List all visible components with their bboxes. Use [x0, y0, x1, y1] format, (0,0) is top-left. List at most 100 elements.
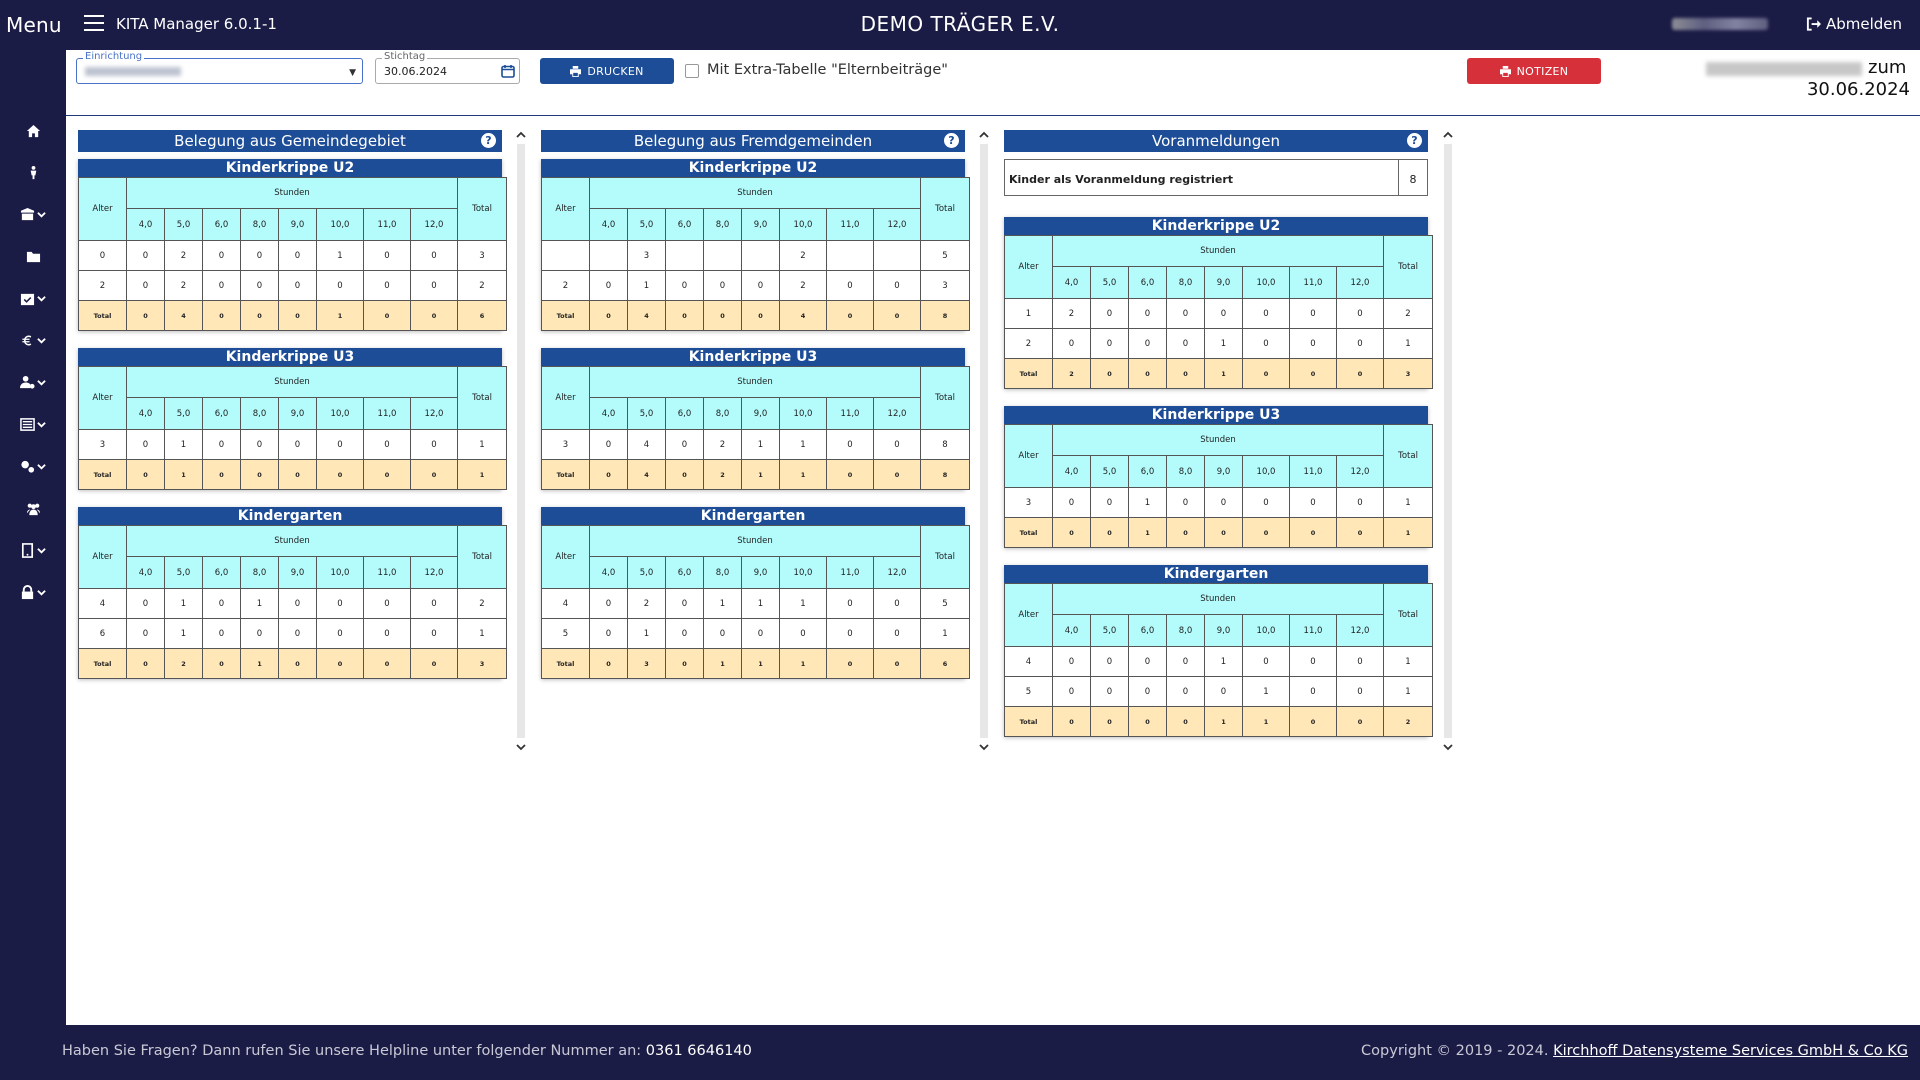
- value-cell: 0: [703, 270, 742, 301]
- column-scrollbar[interactable]: [1442, 130, 1454, 752]
- statistics-table: Alter Stunden Total 4,0 5,0 6,0 8,0 9,0 10,0 11,0…: [78, 177, 508, 331]
- sidebar-item-child[interactable]: [0, 157, 66, 187]
- total-value-cell: 0: [278, 648, 317, 679]
- group-section: Kindergarten Alter Stunden Total 4,0 5,0 6,0 8,…: [78, 507, 508, 679]
- sidebar-item-calendar-check[interactable]: [0, 283, 66, 313]
- value-cell: 0: [589, 429, 628, 460]
- total-value-cell: 0: [665, 648, 704, 679]
- sidebar-item-building[interactable]: [0, 199, 66, 229]
- age-cell: [541, 240, 590, 271]
- sidebar-item-gears[interactable]: [0, 451, 66, 481]
- value-cell: 0: [1204, 487, 1243, 518]
- app-title: KITA Manager 6.0.1-1: [116, 15, 277, 33]
- scroll-down-icon[interactable]: [978, 742, 990, 752]
- hours-header: 9,0: [741, 208, 780, 241]
- calendar-icon[interactable]: [501, 64, 515, 78]
- value-cell: 0: [1242, 298, 1290, 329]
- sidebar-item-users[interactable]: [0, 493, 66, 523]
- scroll-track[interactable]: [1444, 144, 1452, 738]
- stunden-header: Stunden: [588, 366, 922, 398]
- printer-icon: [570, 65, 582, 77]
- total-column-header: Total: [1383, 583, 1434, 647]
- sidebar-item-lock[interactable]: [0, 577, 66, 607]
- value-cell: 0: [741, 618, 780, 649]
- value-cell: 0: [1289, 328, 1337, 359]
- sidebar-item-euro[interactable]: [0, 325, 66, 355]
- value-cell: 0: [1128, 676, 1167, 707]
- sidebar-item-folder[interactable]: [0, 241, 66, 271]
- hamburger-icon[interactable]: [84, 15, 104, 32]
- stichtag-date-field[interactable]: Stichtag 30.06.2024: [375, 51, 520, 84]
- total-value-cell: 0: [826, 459, 874, 490]
- print-button[interactable]: DRUCKEN: [540, 58, 674, 84]
- group-title: Kinderkrippe U3: [541, 348, 965, 366]
- total-value-cell: 0: [665, 300, 704, 331]
- hours-header: 8,0: [1166, 266, 1205, 299]
- hours-header: 5,0: [627, 397, 666, 430]
- chevron-down-icon: [37, 589, 46, 596]
- calendar-check-icon: [20, 291, 35, 305]
- value-cell: 0: [409, 429, 459, 460]
- menu-label[interactable]: Menu: [6, 13, 62, 37]
- hours-header: 10,0: [316, 208, 364, 241]
- sidebar-item-tablet[interactable]: [0, 535, 66, 565]
- logout-button[interactable]: Abmelden: [1806, 15, 1902, 33]
- total-value-cell: 0: [741, 300, 780, 331]
- value-cell: 1: [1204, 328, 1243, 359]
- hours-header: 8,0: [240, 397, 279, 430]
- total-value-cell: 1: [1204, 706, 1243, 737]
- column-scrollbar[interactable]: [515, 130, 527, 752]
- company-link[interactable]: Kirchhoff Datensysteme Services GmbH & C…: [1553, 1043, 1908, 1059]
- stunden-header: Stunden: [1051, 583, 1385, 615]
- user-name-redacted[interactable]: [1672, 18, 1768, 30]
- scroll-down-icon[interactable]: [1442, 742, 1454, 752]
- row-total-cell: 1: [1383, 646, 1434, 677]
- extra-table-checkbox[interactable]: [685, 64, 699, 78]
- sidebar-item-list[interactable]: [0, 409, 66, 439]
- sidebar-item-user-gear[interactable]: [0, 367, 66, 397]
- hours-header: 4,0: [126, 556, 165, 589]
- notes-button[interactable]: NOTIZEN: [1467, 58, 1601, 84]
- voranmeldung-count: 8: [1398, 160, 1427, 195]
- value-cell: [741, 240, 780, 271]
- extra-table-label[interactable]: Mit Extra-Tabelle "Elternbeiträge": [707, 62, 948, 78]
- einrichtung-label: Einrichtung: [83, 51, 145, 62]
- total-column-header: Total: [1383, 235, 1434, 299]
- total-row: Total 0 0 1 0 0 0 0 0 1: [1004, 517, 1434, 548]
- report-title-date: 30.06.2024: [1806, 79, 1910, 100]
- einrichtung-select[interactable]: Einrichtung ▼: [76, 51, 363, 84]
- group-section: Kinderkrippe U2 Alter Stunden Total 4,0 5,0 6,…: [1004, 217, 1434, 389]
- einrichtung-value-redacted: [85, 67, 181, 76]
- help-icon[interactable]: ?: [481, 133, 496, 148]
- hours-header: 12,0: [409, 208, 459, 241]
- total-value-cell: 0: [1052, 517, 1091, 548]
- scroll-down-icon[interactable]: [515, 742, 527, 752]
- hours-header: 6,0: [1128, 614, 1167, 647]
- column-scrollbar[interactable]: [978, 130, 990, 752]
- total-row-label: Total: [541, 300, 590, 331]
- statistics-table: Alter Stunden Total 4,0 5,0 6,0 8,0 9,0 10,0 11,0…: [1004, 424, 1434, 548]
- sidebar-item-home[interactable]: [0, 116, 66, 146]
- total-row: Total 0 0 0 0 1 1 0 0 2: [1004, 706, 1434, 737]
- toolbar: Einrichtung ▼ Stichtag 30.06.2024 DRUCKE…: [66, 50, 1920, 116]
- total-row-label: Total: [1004, 706, 1053, 737]
- child-icon: [30, 165, 36, 179]
- scroll-up-icon[interactable]: [978, 130, 990, 140]
- help-icon[interactable]: ?: [1407, 133, 1422, 148]
- footer: Haben Sie Fragen? Dann rufen Sie unsere …: [0, 1025, 1920, 1080]
- scroll-up-icon[interactable]: [1442, 130, 1454, 140]
- scroll-track[interactable]: [517, 144, 525, 738]
- value-cell: 2: [164, 270, 203, 301]
- scroll-up-icon[interactable]: [515, 130, 527, 140]
- total-value-cell: 1: [316, 300, 364, 331]
- hours-header: 6,0: [202, 208, 241, 241]
- hours-header: 10,0: [1242, 614, 1290, 647]
- help-icon[interactable]: ?: [944, 133, 959, 148]
- statistics-table: Alter Stunden Total 4,0 5,0 6,0 8,0 9,0 10,0 11,0…: [541, 177, 971, 331]
- scroll-track[interactable]: [980, 144, 988, 738]
